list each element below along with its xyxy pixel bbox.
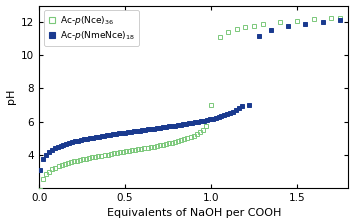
Legend: Ac-$p$(Nce)$_{36}$, Ac-$p$(NmeNce)$_{18}$: Ac-$p$(Nce)$_{36}$, Ac-$p$(NmeNce)$_{18}…	[44, 10, 138, 45]
Y-axis label: pH: pH	[6, 89, 16, 104]
X-axis label: Equivalents of NaOH per COOH: Equivalents of NaOH per COOH	[107, 209, 281, 218]
